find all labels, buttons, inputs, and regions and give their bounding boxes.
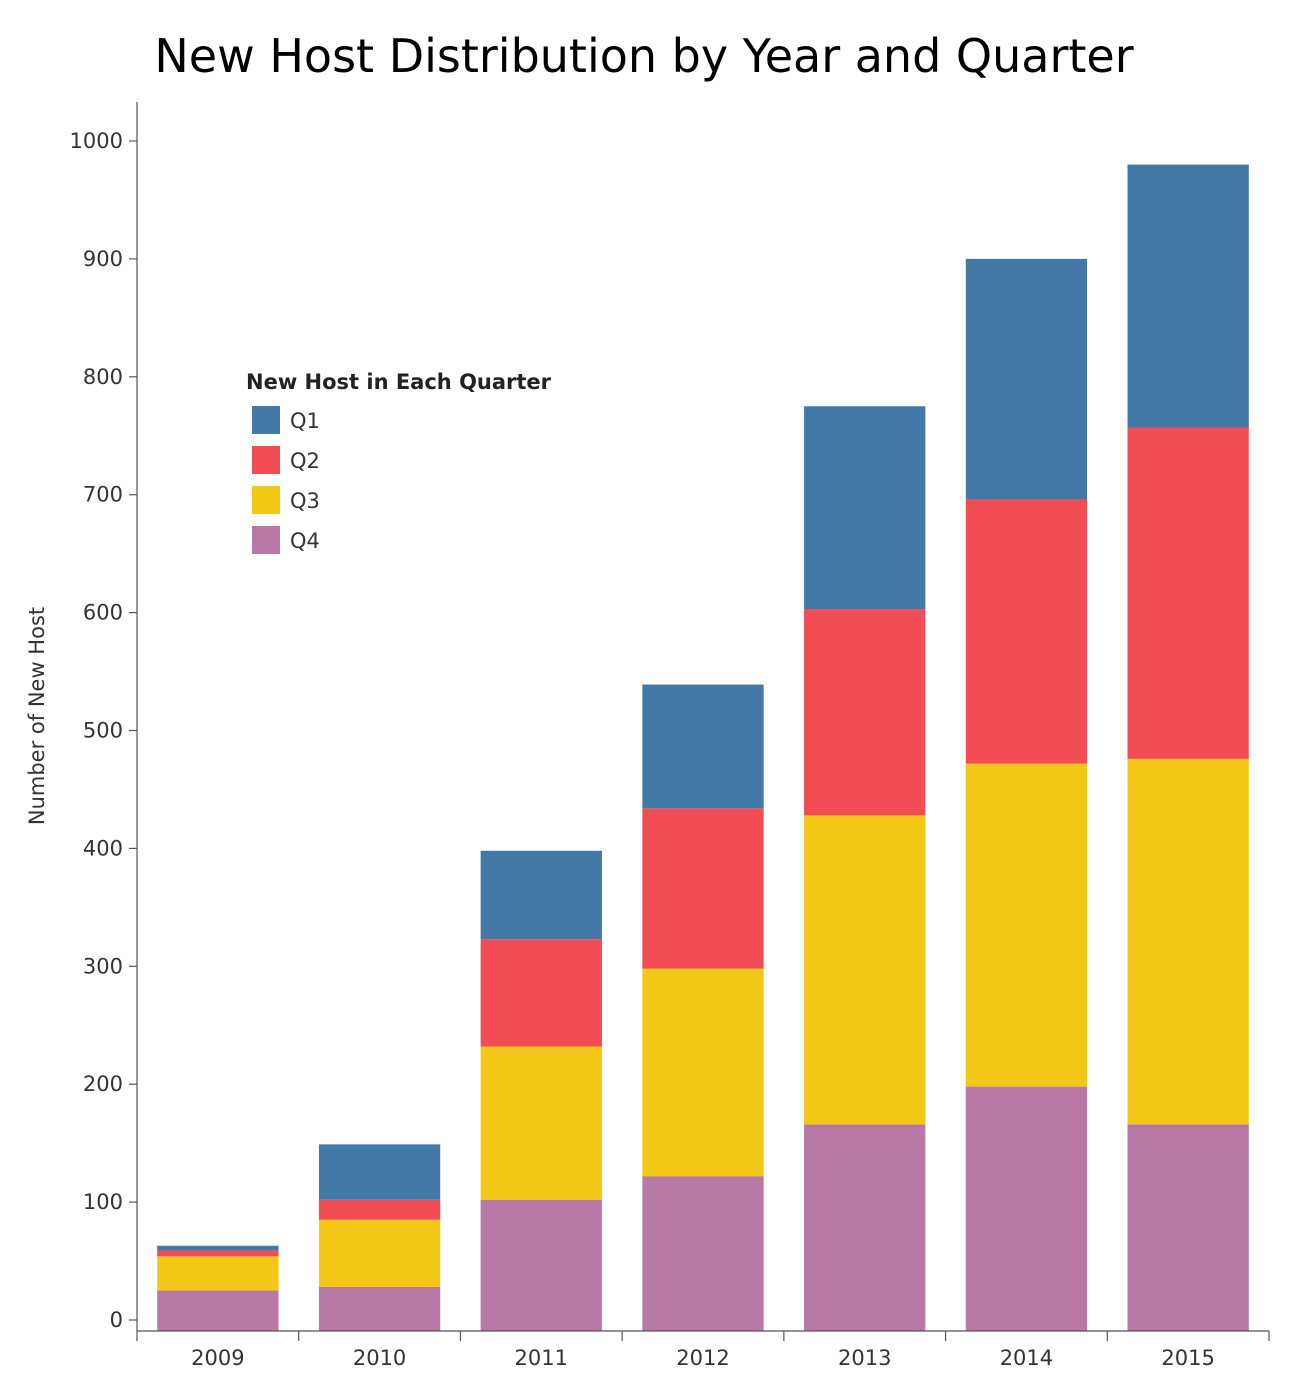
y-tick-label-800: 800 — [83, 365, 123, 389]
y-tick-label-300: 300 — [83, 954, 123, 978]
legend: New Host in Each Quarter Q1 Q2 Q3 Q4 — [246, 370, 552, 554]
bar-2010-q3 — [318, 1219, 441, 1287]
x-tick-label-2015: 2015 — [1161, 1346, 1214, 1370]
y-tick-label-0: 0 — [110, 1308, 123, 1332]
bar-2013-q3 — [804, 815, 926, 1125]
x-tick-label-2010: 2010 — [353, 1346, 406, 1370]
bar-2015-q3 — [1127, 758, 1249, 1125]
legend-swatch-q1 — [252, 406, 280, 434]
x-tick-label-2009: 2009 — [191, 1346, 244, 1370]
y-tick-label-200: 200 — [83, 1072, 123, 1096]
legend-swatch-q4 — [252, 526, 280, 554]
legend-title: New Host in Each Quarter — [246, 370, 552, 394]
bars-group — [157, 164, 1249, 1331]
y-axis: 0 100 200 300 400 500 600 700 800 900 1000 — [70, 102, 138, 1332]
bar-2015-q1 — [1127, 164, 1249, 428]
bar-2012-q2 — [642, 808, 764, 969]
y-tick-label-1000: 1000 — [70, 129, 123, 153]
y-tick-label-100: 100 — [83, 1190, 123, 1214]
bar-2011-q3 — [480, 1046, 602, 1200]
bar-2015-q2 — [1127, 427, 1249, 759]
bar-2011-q2 — [480, 939, 602, 1047]
bar-2012-q4 — [642, 1176, 764, 1331]
x-tick-label-2011: 2011 — [515, 1346, 568, 1370]
y-tick-label-600: 600 — [83, 601, 123, 625]
bar-2009-q2 — [157, 1250, 279, 1257]
bar-2009-q1 — [157, 1245, 279, 1251]
y-axis-label: Number of New Host — [25, 607, 49, 825]
legend-swatch-q3 — [252, 486, 280, 514]
legend-label-q3: Q3 — [290, 489, 320, 513]
bar-2012-q3 — [642, 968, 764, 1177]
chart-title: New Host Distribution by Year and Quarte… — [154, 29, 1133, 83]
bar-2011-q1 — [480, 850, 602, 940]
bar-2010-q1 — [318, 1144, 441, 1200]
legend-label-q1: Q1 — [290, 409, 320, 433]
bar-2014-q1 — [965, 258, 1088, 500]
bar-2012-q1 — [642, 684, 764, 809]
y-tick-label-700: 700 — [83, 483, 123, 507]
bar-2013-q4 — [804, 1124, 926, 1331]
x-tick-label-2012: 2012 — [676, 1346, 729, 1370]
bar-2009-q3 — [157, 1256, 279, 1291]
bar-2010-q4 — [318, 1286, 441, 1331]
legend-label-q4: Q4 — [290, 529, 320, 553]
bar-2015-q4 — [1127, 1124, 1249, 1331]
bar-2014-q4 — [965, 1086, 1088, 1331]
bar-2013-q2 — [804, 609, 926, 816]
bar-2014-q2 — [965, 499, 1088, 764]
x-tick-label-2013: 2013 — [838, 1346, 891, 1370]
y-tick-label-900: 900 — [83, 247, 123, 271]
legend-swatch-q2 — [252, 446, 280, 474]
bar-2014-q3 — [965, 763, 1088, 1087]
bar-2009-q4 — [157, 1290, 279, 1331]
bar-2013-q1 — [804, 406, 926, 610]
y-tick-label-400: 400 — [83, 836, 123, 860]
y-tick-label-500: 500 — [83, 719, 123, 743]
x-tick-label-2014: 2014 — [1000, 1346, 1053, 1370]
legend-label-q2: Q2 — [290, 449, 320, 473]
bar-2010-q2 — [318, 1199, 441, 1220]
bar-2011-q4 — [480, 1199, 602, 1331]
x-axis: 2009 2010 2011 2012 2013 2014 2015 — [136, 1330, 1270, 1370]
